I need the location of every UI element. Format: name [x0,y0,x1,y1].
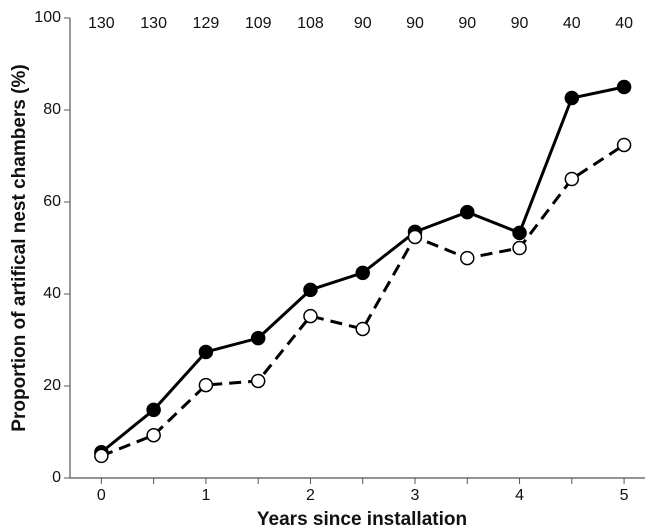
sample-size: 108 [297,15,324,32]
data-point [512,225,527,241]
data-point [355,265,370,281]
x-tick-label: 1 [201,487,210,504]
data-point [512,240,527,256]
sample-size: 90 [458,15,476,32]
data-point [198,344,214,360]
data-point [146,402,161,418]
sample-size: 90 [354,15,372,32]
sample-size: 90 [406,15,424,32]
y-tick-label: 0 [52,469,61,486]
x-tick-label: 4 [515,487,524,504]
x-axis-label: Years since installation [257,509,467,530]
data-point [303,308,318,324]
data-point [198,377,214,393]
x-tick-label: 0 [97,487,106,504]
data-point [564,90,580,106]
data-point [146,427,161,443]
data-point [94,448,109,464]
data-point [564,171,580,187]
data-point [250,330,266,346]
sample-size: 90 [511,15,529,32]
sample-size: 129 [193,15,220,32]
data-point [460,204,475,220]
y-tick-label: 80 [43,101,61,118]
x-tick-label: 3 [411,487,420,504]
data-point [616,137,632,153]
y-tick-label: 40 [43,285,61,302]
y-axis-label: Proportion of artifical nest chambers (%… [9,64,30,431]
data-point [616,79,632,95]
data-point [355,321,370,337]
sample-size: 40 [563,15,581,32]
x-tick-label: 5 [620,487,629,504]
sample-size: 130 [140,15,167,32]
data-point [460,250,475,266]
y-tick-label: 20 [43,377,61,394]
data-point [250,373,266,389]
sample-size: 109 [245,15,272,32]
sample-size: 130 [88,15,115,32]
data-point [407,229,423,245]
y-tick-label: 60 [43,193,61,210]
sample-size: 40 [615,15,633,32]
series-line [100,143,625,458]
data-point [303,282,318,298]
y-tick-label: 100 [34,9,61,26]
x-tick-label: 2 [306,487,315,504]
